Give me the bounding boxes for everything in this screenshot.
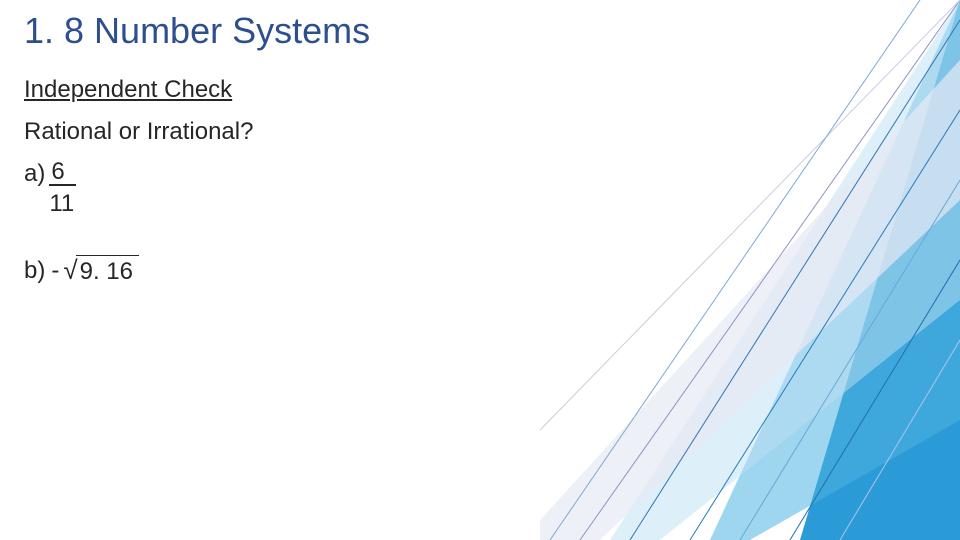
- subheading: Independent Check: [24, 76, 624, 104]
- slide-content: 1. 8 Number Systems Independent Check Ra…: [24, 10, 624, 287]
- radical-icon: √: [63, 257, 77, 283]
- fraction: 6 11: [49, 160, 76, 219]
- item-b: b) - √ 9. 16: [24, 255, 624, 287]
- item-b-label: b): [24, 257, 45, 285]
- radicand: 9. 16: [76, 255, 139, 287]
- question-text: Rational or Irrational?: [24, 118, 624, 146]
- fraction-numerator: 6: [49, 160, 76, 186]
- item-a-label: a): [24, 160, 45, 188]
- fraction-denominator: 11: [49, 186, 76, 219]
- square-root: √ 9. 16: [63, 255, 139, 287]
- negative-sign: -: [51, 257, 59, 285]
- slide: 1. 8 Number Systems Independent Check Ra…: [0, 0, 960, 540]
- item-a: a) 6 11: [24, 160, 624, 219]
- slide-title: 1. 8 Number Systems: [24, 10, 624, 52]
